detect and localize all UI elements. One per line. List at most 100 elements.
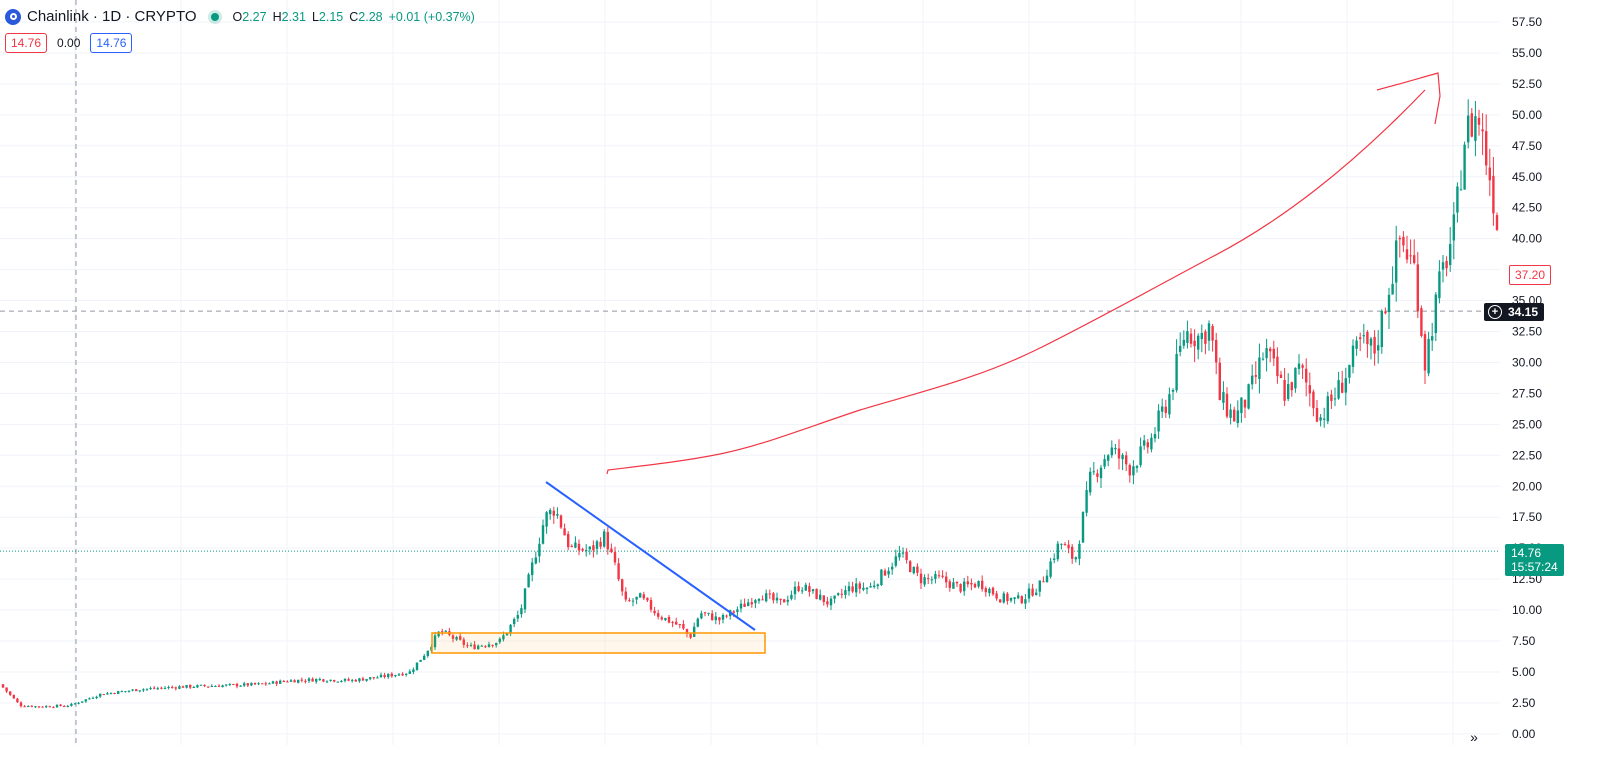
candle-body xyxy=(700,613,703,619)
candle-body xyxy=(642,594,645,599)
candle-body xyxy=(552,510,555,516)
candle-body xyxy=(322,679,325,682)
candle-body xyxy=(289,680,293,682)
candle-body xyxy=(95,696,98,699)
candle-body xyxy=(1179,345,1182,352)
candle-body xyxy=(1251,375,1254,385)
candle-body xyxy=(336,681,339,683)
symbol-title[interactable]: Chainlink · 1D · CRYPTO xyxy=(27,8,197,25)
candle-body xyxy=(1323,418,1326,420)
candle-body xyxy=(520,608,523,615)
candle-body xyxy=(984,588,987,593)
candle-body xyxy=(513,619,516,625)
candle-body xyxy=(1287,384,1290,400)
candle-body xyxy=(1290,382,1293,391)
candle-body xyxy=(124,691,127,693)
candle-body xyxy=(1063,544,1067,546)
candle-body xyxy=(1150,437,1153,450)
candle-body xyxy=(1445,260,1448,269)
candle-body xyxy=(894,556,897,566)
candle-body xyxy=(1128,465,1131,476)
support-zone-rectangle xyxy=(431,632,766,654)
candle-body xyxy=(131,689,134,691)
double-chevron-right-icon[interactable]: » xyxy=(1470,729,1478,745)
candle-body xyxy=(214,686,217,688)
candle-body xyxy=(581,548,584,551)
candle-body xyxy=(768,593,771,595)
candle-body xyxy=(70,703,73,706)
crosshair-price-label[interactable]: + 34.15 xyxy=(1484,303,1545,321)
candle-body xyxy=(1308,385,1311,394)
candle-body xyxy=(487,644,491,647)
candle-body xyxy=(934,573,937,579)
candle-body xyxy=(361,678,365,681)
candle-body xyxy=(1362,335,1365,337)
candle-body xyxy=(358,678,361,682)
candle-body xyxy=(531,562,534,576)
candle-body xyxy=(1017,595,1020,599)
y-tick-label: 17.50 xyxy=(1512,510,1542,524)
candle-body xyxy=(1236,410,1239,424)
candle-body xyxy=(203,685,206,687)
candle-body xyxy=(1452,214,1455,241)
candle-body xyxy=(365,678,368,681)
candle-body xyxy=(495,642,498,646)
candle-body xyxy=(509,624,512,633)
candle-body xyxy=(27,706,30,708)
candle-body xyxy=(109,692,113,694)
candle-body xyxy=(1193,340,1196,347)
candle-body xyxy=(797,586,800,591)
add-plus-icon[interactable]: + xyxy=(1488,305,1502,319)
candle-body xyxy=(304,680,307,682)
indicator-value-red[interactable]: 14.76 xyxy=(5,33,48,53)
freehand-arrow-curve xyxy=(606,89,1426,475)
candle-body xyxy=(423,655,426,660)
candle-body xyxy=(1074,557,1077,560)
candle-body xyxy=(397,674,401,676)
candle-body xyxy=(149,688,152,690)
candle-body xyxy=(1024,599,1027,604)
candle-body xyxy=(55,704,59,708)
candle-body xyxy=(1420,308,1423,336)
candle-body xyxy=(426,650,429,656)
candle-body xyxy=(963,581,966,592)
candle-body xyxy=(1305,368,1308,383)
candle-body xyxy=(372,677,375,679)
y-tick-label: 50.00 xyxy=(1512,108,1542,122)
candle-body xyxy=(574,542,577,548)
candle-body xyxy=(1056,543,1059,560)
candle-body xyxy=(106,693,109,695)
candle-body xyxy=(1200,332,1203,340)
candle-body xyxy=(757,598,761,601)
candle-body xyxy=(606,532,609,550)
candle-body xyxy=(505,632,509,636)
candle-body xyxy=(653,610,656,614)
candle-body xyxy=(293,680,296,683)
candle-body xyxy=(207,686,210,688)
candle-body xyxy=(649,600,653,610)
candle-body xyxy=(664,617,667,621)
candle-body xyxy=(639,593,642,598)
y-tick-label: 47.50 xyxy=(1512,139,1542,153)
candle-body xyxy=(282,680,285,682)
candle-body xyxy=(1312,391,1315,409)
candle-body xyxy=(534,557,537,564)
indicator-value-mid: 0.00 xyxy=(57,36,81,50)
candle-body xyxy=(1117,448,1121,459)
candle-body xyxy=(909,561,912,573)
candle-body xyxy=(1164,406,1167,413)
candle-body xyxy=(862,587,865,590)
candle-body xyxy=(9,691,12,695)
candle-body xyxy=(1225,393,1229,417)
candle-body xyxy=(160,687,163,689)
candle-body xyxy=(721,614,725,620)
candle-body xyxy=(1045,575,1049,583)
indicator-value-blue[interactable]: 14.76 xyxy=(90,33,133,53)
candle-body xyxy=(1240,397,1243,414)
candle-body xyxy=(239,685,242,687)
candle-body xyxy=(325,681,329,683)
candle-body xyxy=(1279,374,1283,378)
candle-body xyxy=(217,685,221,687)
candle-body xyxy=(199,684,203,686)
